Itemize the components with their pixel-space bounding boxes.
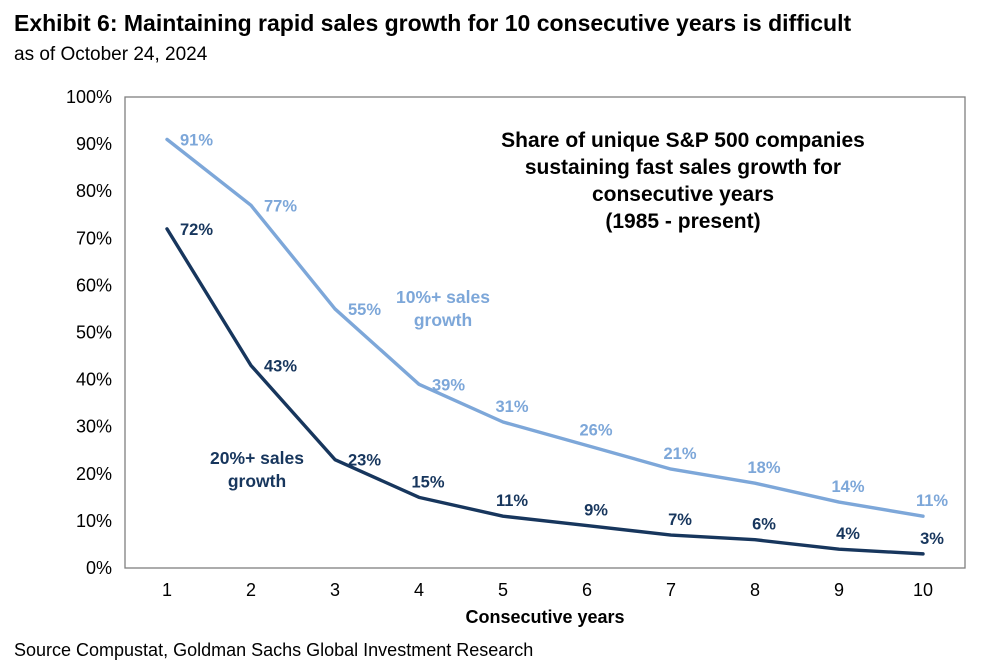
series-label-20pct: growth (228, 471, 286, 491)
data-label-20pct: 7% (668, 511, 692, 529)
y-axis-tick-label: 0% (86, 558, 112, 578)
exhibit-title: Exhibit 6: Maintaining rapid sales growt… (14, 10, 852, 36)
data-label-20pct: 3% (920, 530, 944, 548)
line-chart: 0% 10% 20% 30% 40% 50% 60% 70% 80% 90% 100% 1 2 3 4 5 6 7… (66, 87, 966, 627)
y-axis-tick-label: 40% (76, 370, 112, 390)
data-label-10pct: 21% (663, 445, 696, 463)
x-axis-tick-label: 8 (750, 580, 760, 600)
x-axis-tick-label: 2 (246, 580, 256, 600)
data-label-10pct: 39% (432, 376, 465, 394)
data-label-20pct: 43% (264, 357, 297, 375)
data-label-10pct: 77% (264, 197, 297, 215)
plot-border (124, 96, 966, 569)
x-axis-tick-label: 6 (582, 580, 592, 600)
y-axis-tick-label: 100% (66, 87, 112, 107)
y-axis-tick-label: 10% (76, 511, 112, 531)
data-label-20pct: 9% (584, 502, 608, 520)
data-label-10pct: 18% (747, 459, 780, 477)
chart-annotation-line: Share of unique S&P 500 companies (501, 129, 865, 152)
data-label-10pct: 14% (831, 478, 864, 496)
series-label-20pct: 20%+ sales (210, 448, 304, 468)
y-axis-tick-label: 60% (76, 275, 112, 295)
data-label-20pct: 4% (836, 525, 860, 543)
y-axis-tick-label: 90% (76, 134, 112, 154)
data-label-20pct: 6% (752, 516, 776, 534)
data-label-20pct: 23% (348, 452, 381, 470)
data-label-20pct: 11% (496, 492, 528, 510)
source-note: Source Compustat, Goldman Sachs Global I… (14, 640, 534, 660)
data-label-20pct: 72% (180, 221, 213, 239)
y-axis-tick-label: 30% (76, 417, 112, 437)
series-line-10pct (165, 137, 925, 518)
data-label-10pct: 55% (348, 301, 381, 319)
data-label-10pct: 31% (495, 398, 528, 416)
x-axis-tick-label: 7 (666, 580, 676, 600)
series-label-10pct: 10%+ sales (396, 287, 490, 307)
y-axis-tick-label: 70% (76, 228, 112, 248)
chart-annotation-line: (1985 - present) (605, 210, 760, 233)
data-label-10pct: 91% (180, 131, 213, 149)
chart-annotation-line: consecutive years (592, 183, 774, 206)
y-axis-tick-label: 80% (76, 181, 112, 201)
y-axis-tick-label: 50% (76, 323, 112, 343)
data-label-20pct: 15% (411, 473, 444, 491)
x-axis-tick-label: 9 (834, 580, 844, 600)
x-axis-title: Consecutive years (465, 607, 624, 627)
series-line-20pct (165, 227, 925, 556)
data-label-10pct: 26% (579, 422, 612, 440)
x-axis-tick-label: 4 (414, 580, 424, 600)
exhibit-subtitle: as of October 24, 2024 (14, 44, 208, 65)
data-label-10pct: 11% (916, 492, 948, 510)
series-label-10pct: growth (414, 310, 472, 330)
chart-annotation-line: sustaining fast sales growth for (525, 156, 841, 179)
y-axis-tick-label: 20% (76, 464, 112, 484)
x-axis-tick-label: 3 (330, 580, 340, 600)
x-axis-tick-label: 10 (913, 580, 933, 600)
x-axis-tick-label: 1 (162, 580, 172, 600)
x-axis-tick-label: 5 (498, 580, 508, 600)
